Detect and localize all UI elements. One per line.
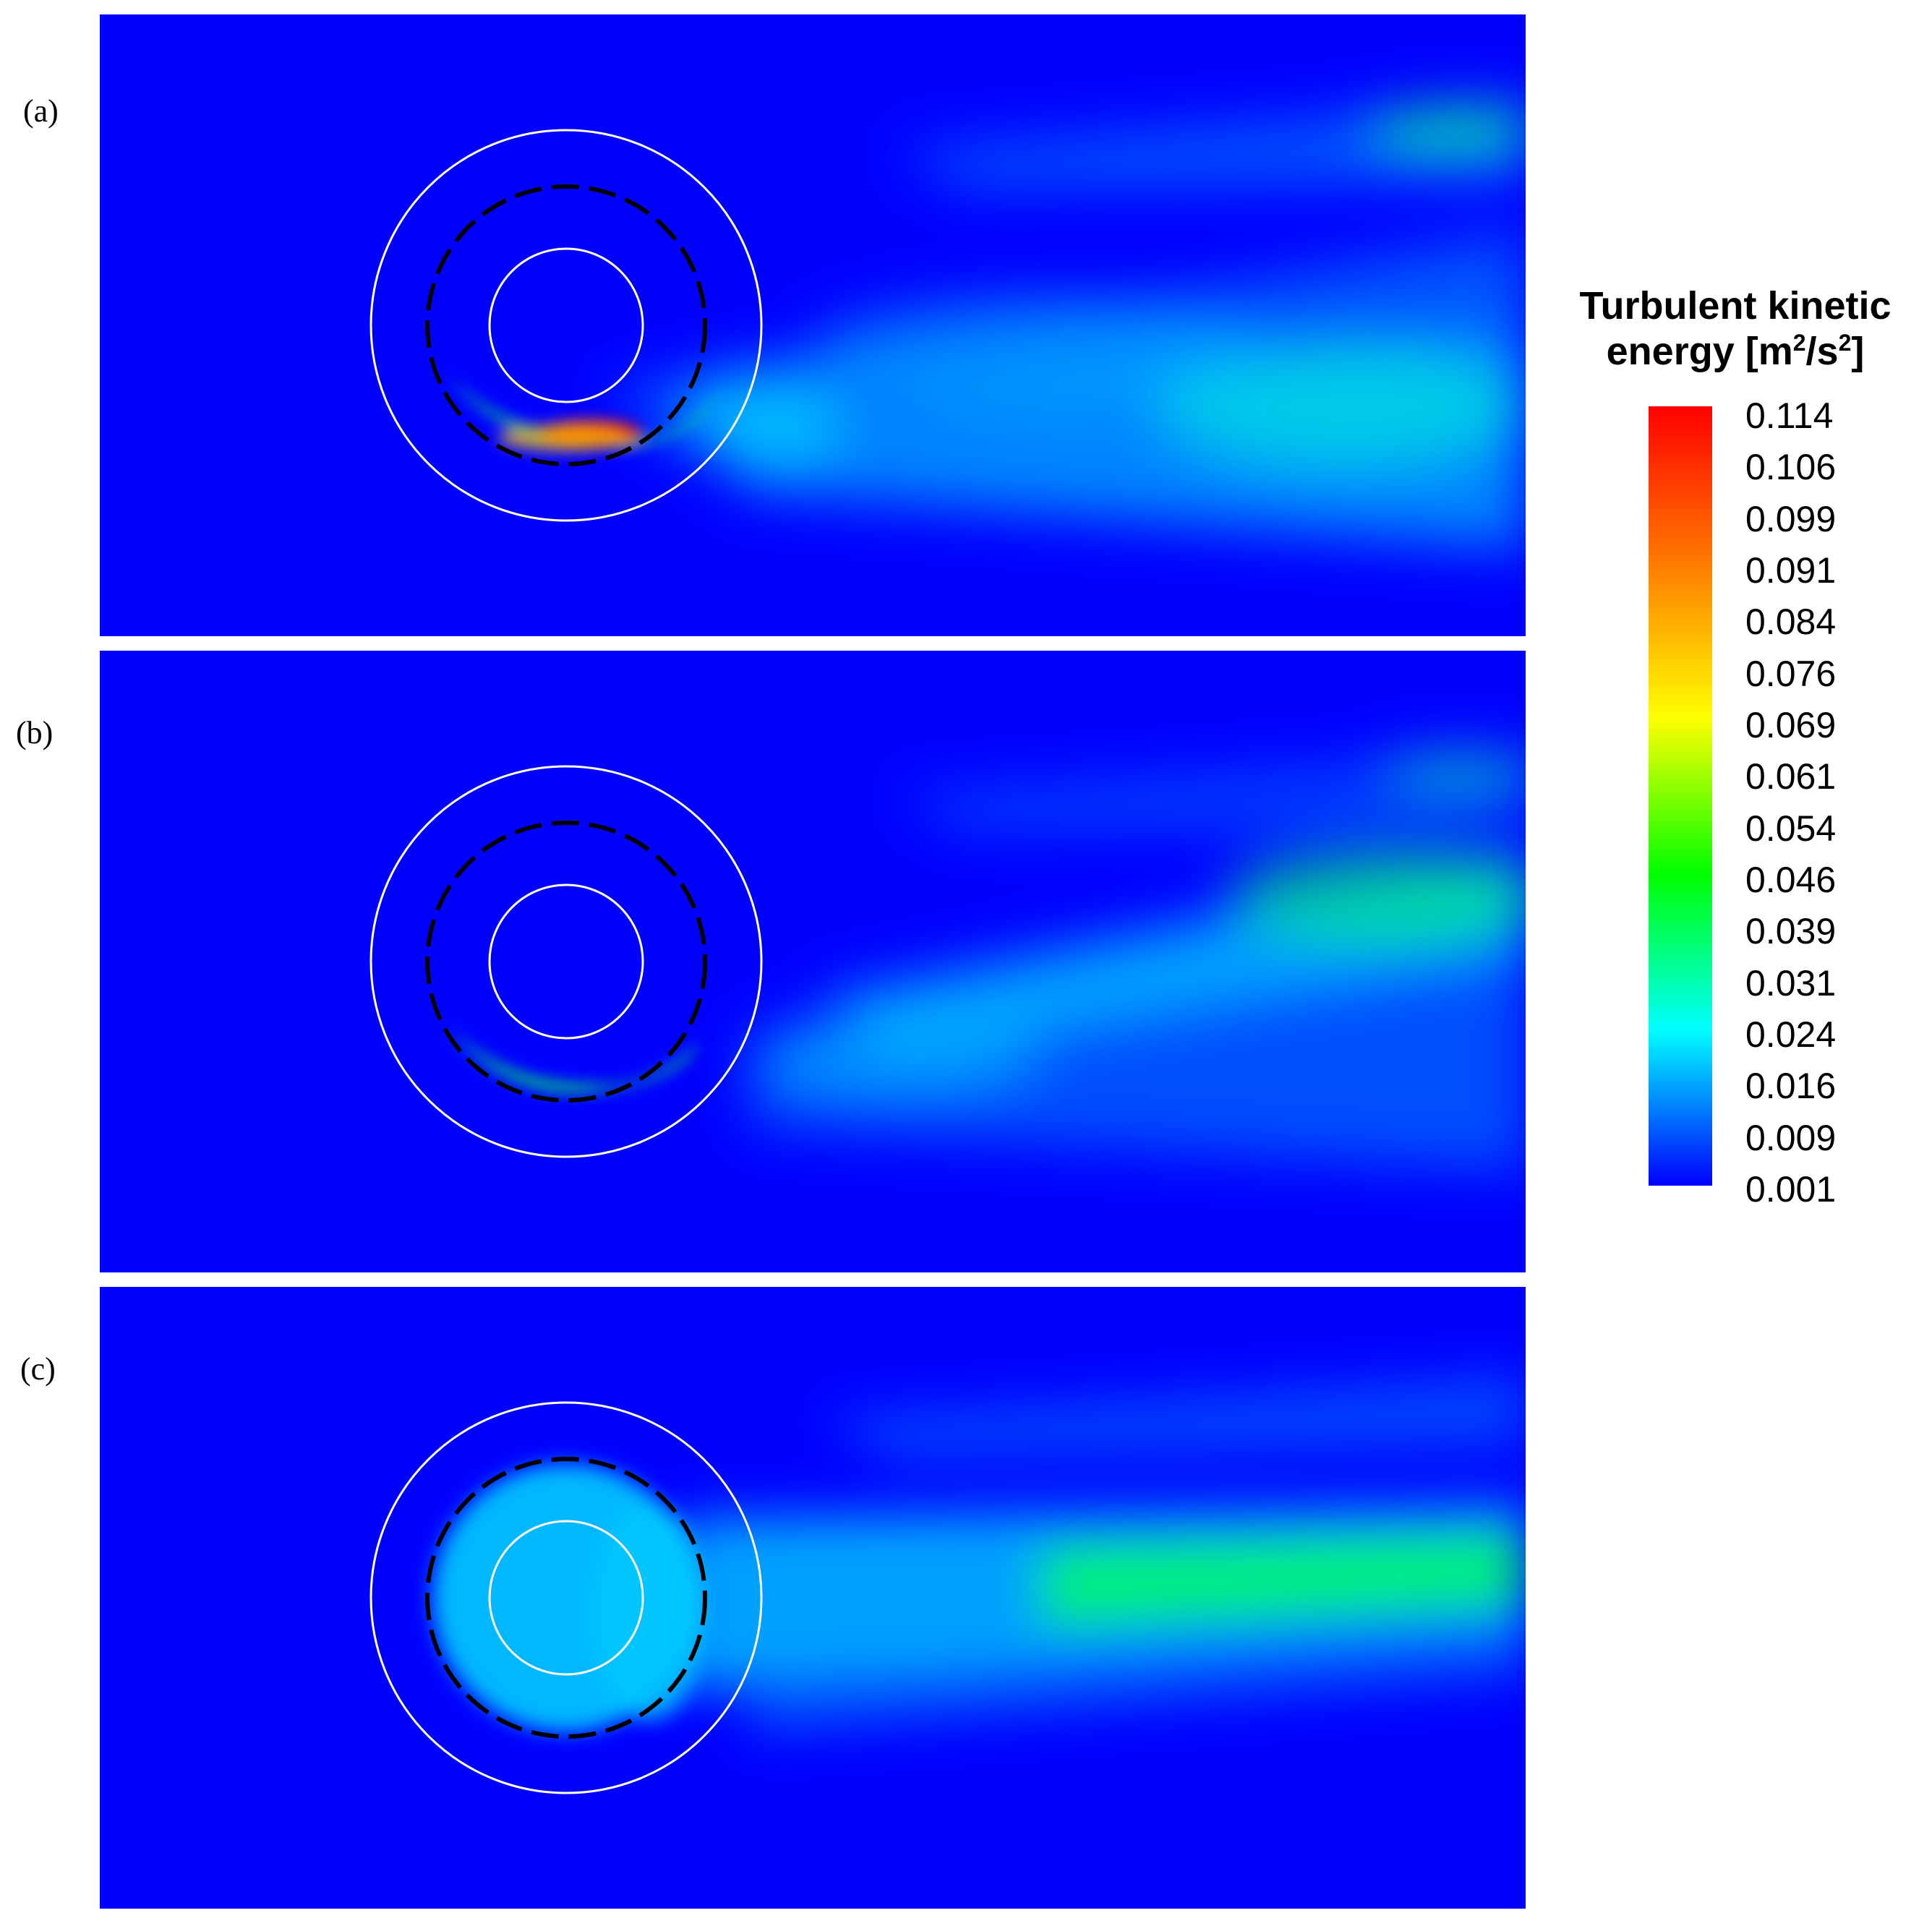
legend-title-suffix: ]	[1851, 329, 1865, 373]
legend-title-sup1: 2	[1792, 329, 1806, 356]
panel-label-c: (c)	[20, 1351, 56, 1387]
colorbar-tick-label: 0.009	[1745, 1117, 1837, 1158]
colorbar-tick-label: 0.114	[1745, 395, 1834, 436]
colorbar-tick-label: 0.084	[1745, 602, 1837, 643]
legend-title-prefix: energy [m	[1606, 329, 1793, 373]
colorbar-tick-label: 0.061	[1745, 756, 1837, 797]
colorbar-tick-label: 0.031	[1745, 962, 1837, 1003]
contour-panel-b	[100, 651, 1526, 1272]
colorbar-tick-label: 0.099	[1745, 498, 1837, 539]
panel-label-a: (a)	[23, 93, 59, 129]
colorbar-tick-label: 0.024	[1745, 1014, 1837, 1055]
colorbar-ticks: 0.114 0.106 0.099 0.091 0.084 0.076 0.069 0.061…	[1745, 395, 1890, 1207]
panel-label-b: (b)	[16, 715, 54, 750]
outer-ring	[369, 129, 763, 522]
colorbar-tick-label: 0.039	[1745, 911, 1837, 952]
legend-title-mid: /s	[1805, 329, 1839, 373]
colorbar-tick-label: 0.106	[1745, 447, 1837, 488]
colorbar-tick-label: 0.054	[1745, 808, 1837, 849]
legend-title: Turbulent kinetic energy [m2/s2]	[1540, 283, 1931, 374]
colorbar-tick-label: 0.046	[1745, 860, 1837, 900]
legend-title-sup2: 2	[1838, 329, 1852, 356]
colorbar-tick-label: 0.016	[1745, 1066, 1837, 1107]
colorbar	[1649, 406, 1712, 1186]
colorbar-tick-label: 0.001	[1745, 1169, 1837, 1210]
contour-panel-a	[100, 14, 1526, 636]
inner-ring	[488, 247, 644, 403]
colorbar-tick-label: 0.091	[1745, 550, 1837, 591]
legend-title-line2: energy [m2/s2]	[1540, 329, 1931, 374]
colorbar-tick-label: 0.069	[1745, 705, 1837, 745]
dashed-ring	[425, 184, 707, 466]
legend-title-line1: Turbulent kinetic	[1579, 284, 1892, 328]
colorbar-tick-label: 0.076	[1745, 653, 1837, 694]
contour-panel-c	[100, 1287, 1526, 1909]
